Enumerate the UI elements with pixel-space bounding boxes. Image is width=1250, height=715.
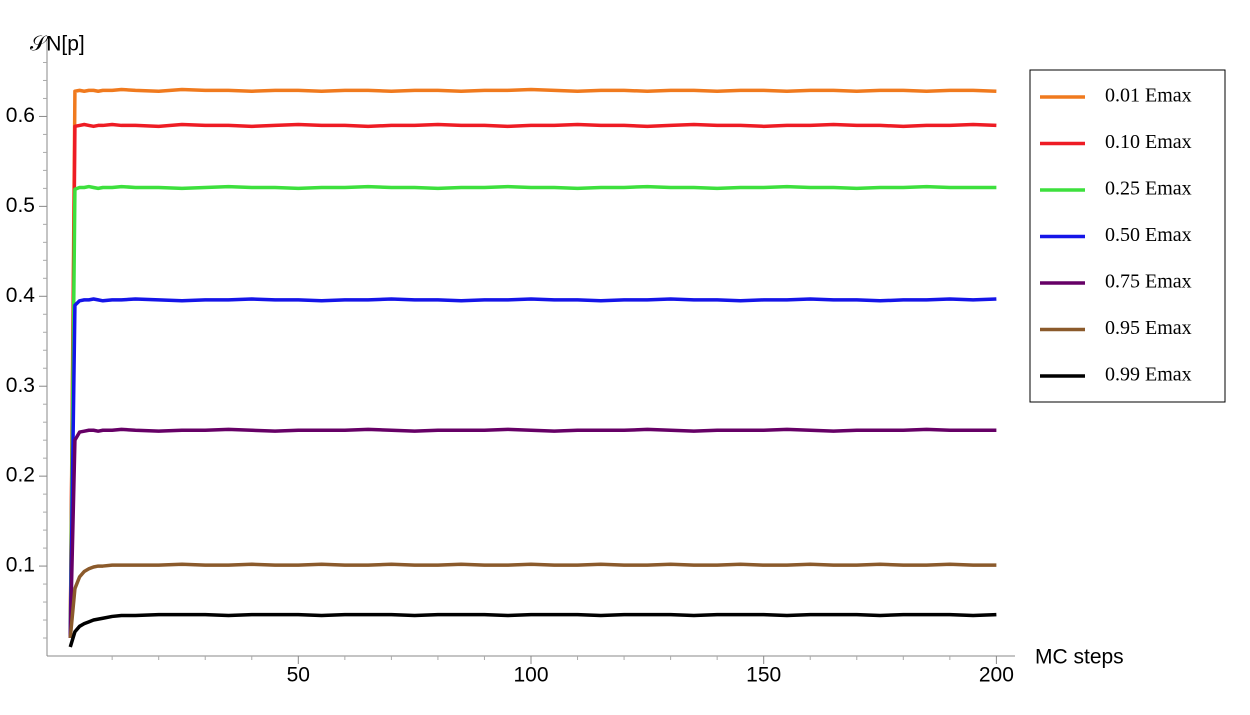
y-tick-label: 0.6 <box>6 104 35 127</box>
legend-label: 0.95 Emax <box>1105 317 1192 339</box>
legend-label: 0.10 Emax <box>1105 131 1192 153</box>
series-line <box>68 427 997 639</box>
x-tick-label: 100 <box>513 664 548 687</box>
legend-label: 0.75 Emax <box>1105 271 1192 293</box>
x-tick-label: 150 <box>746 664 781 687</box>
legend-label: 0.25 Emax <box>1105 178 1192 200</box>
series-line <box>68 184 997 639</box>
legend-label: 0.01 Emax <box>1105 85 1192 107</box>
legend-label: 0.99 Emax <box>1105 364 1192 386</box>
y-tick-label: 0.1 <box>6 554 35 577</box>
x-tick-label: 50 <box>287 664 310 687</box>
series-line <box>68 297 997 639</box>
x-tick-label: 200 <box>979 664 1014 687</box>
y-tick-label: 0.4 <box>6 284 36 307</box>
y-tick-label: 0.5 <box>6 194 35 217</box>
series-line <box>68 562 997 639</box>
x-axis-label: MC steps <box>1035 646 1124 669</box>
legend-label: 0.50 Emax <box>1105 224 1192 246</box>
y-tick-label: 0.3 <box>6 374 35 397</box>
series-line <box>68 122 997 639</box>
series-line <box>68 612 997 648</box>
y-axis-label: 𝒮N[p] <box>30 33 85 56</box>
series-line <box>68 87 997 639</box>
y-tick-label: 0.2 <box>6 464 35 487</box>
